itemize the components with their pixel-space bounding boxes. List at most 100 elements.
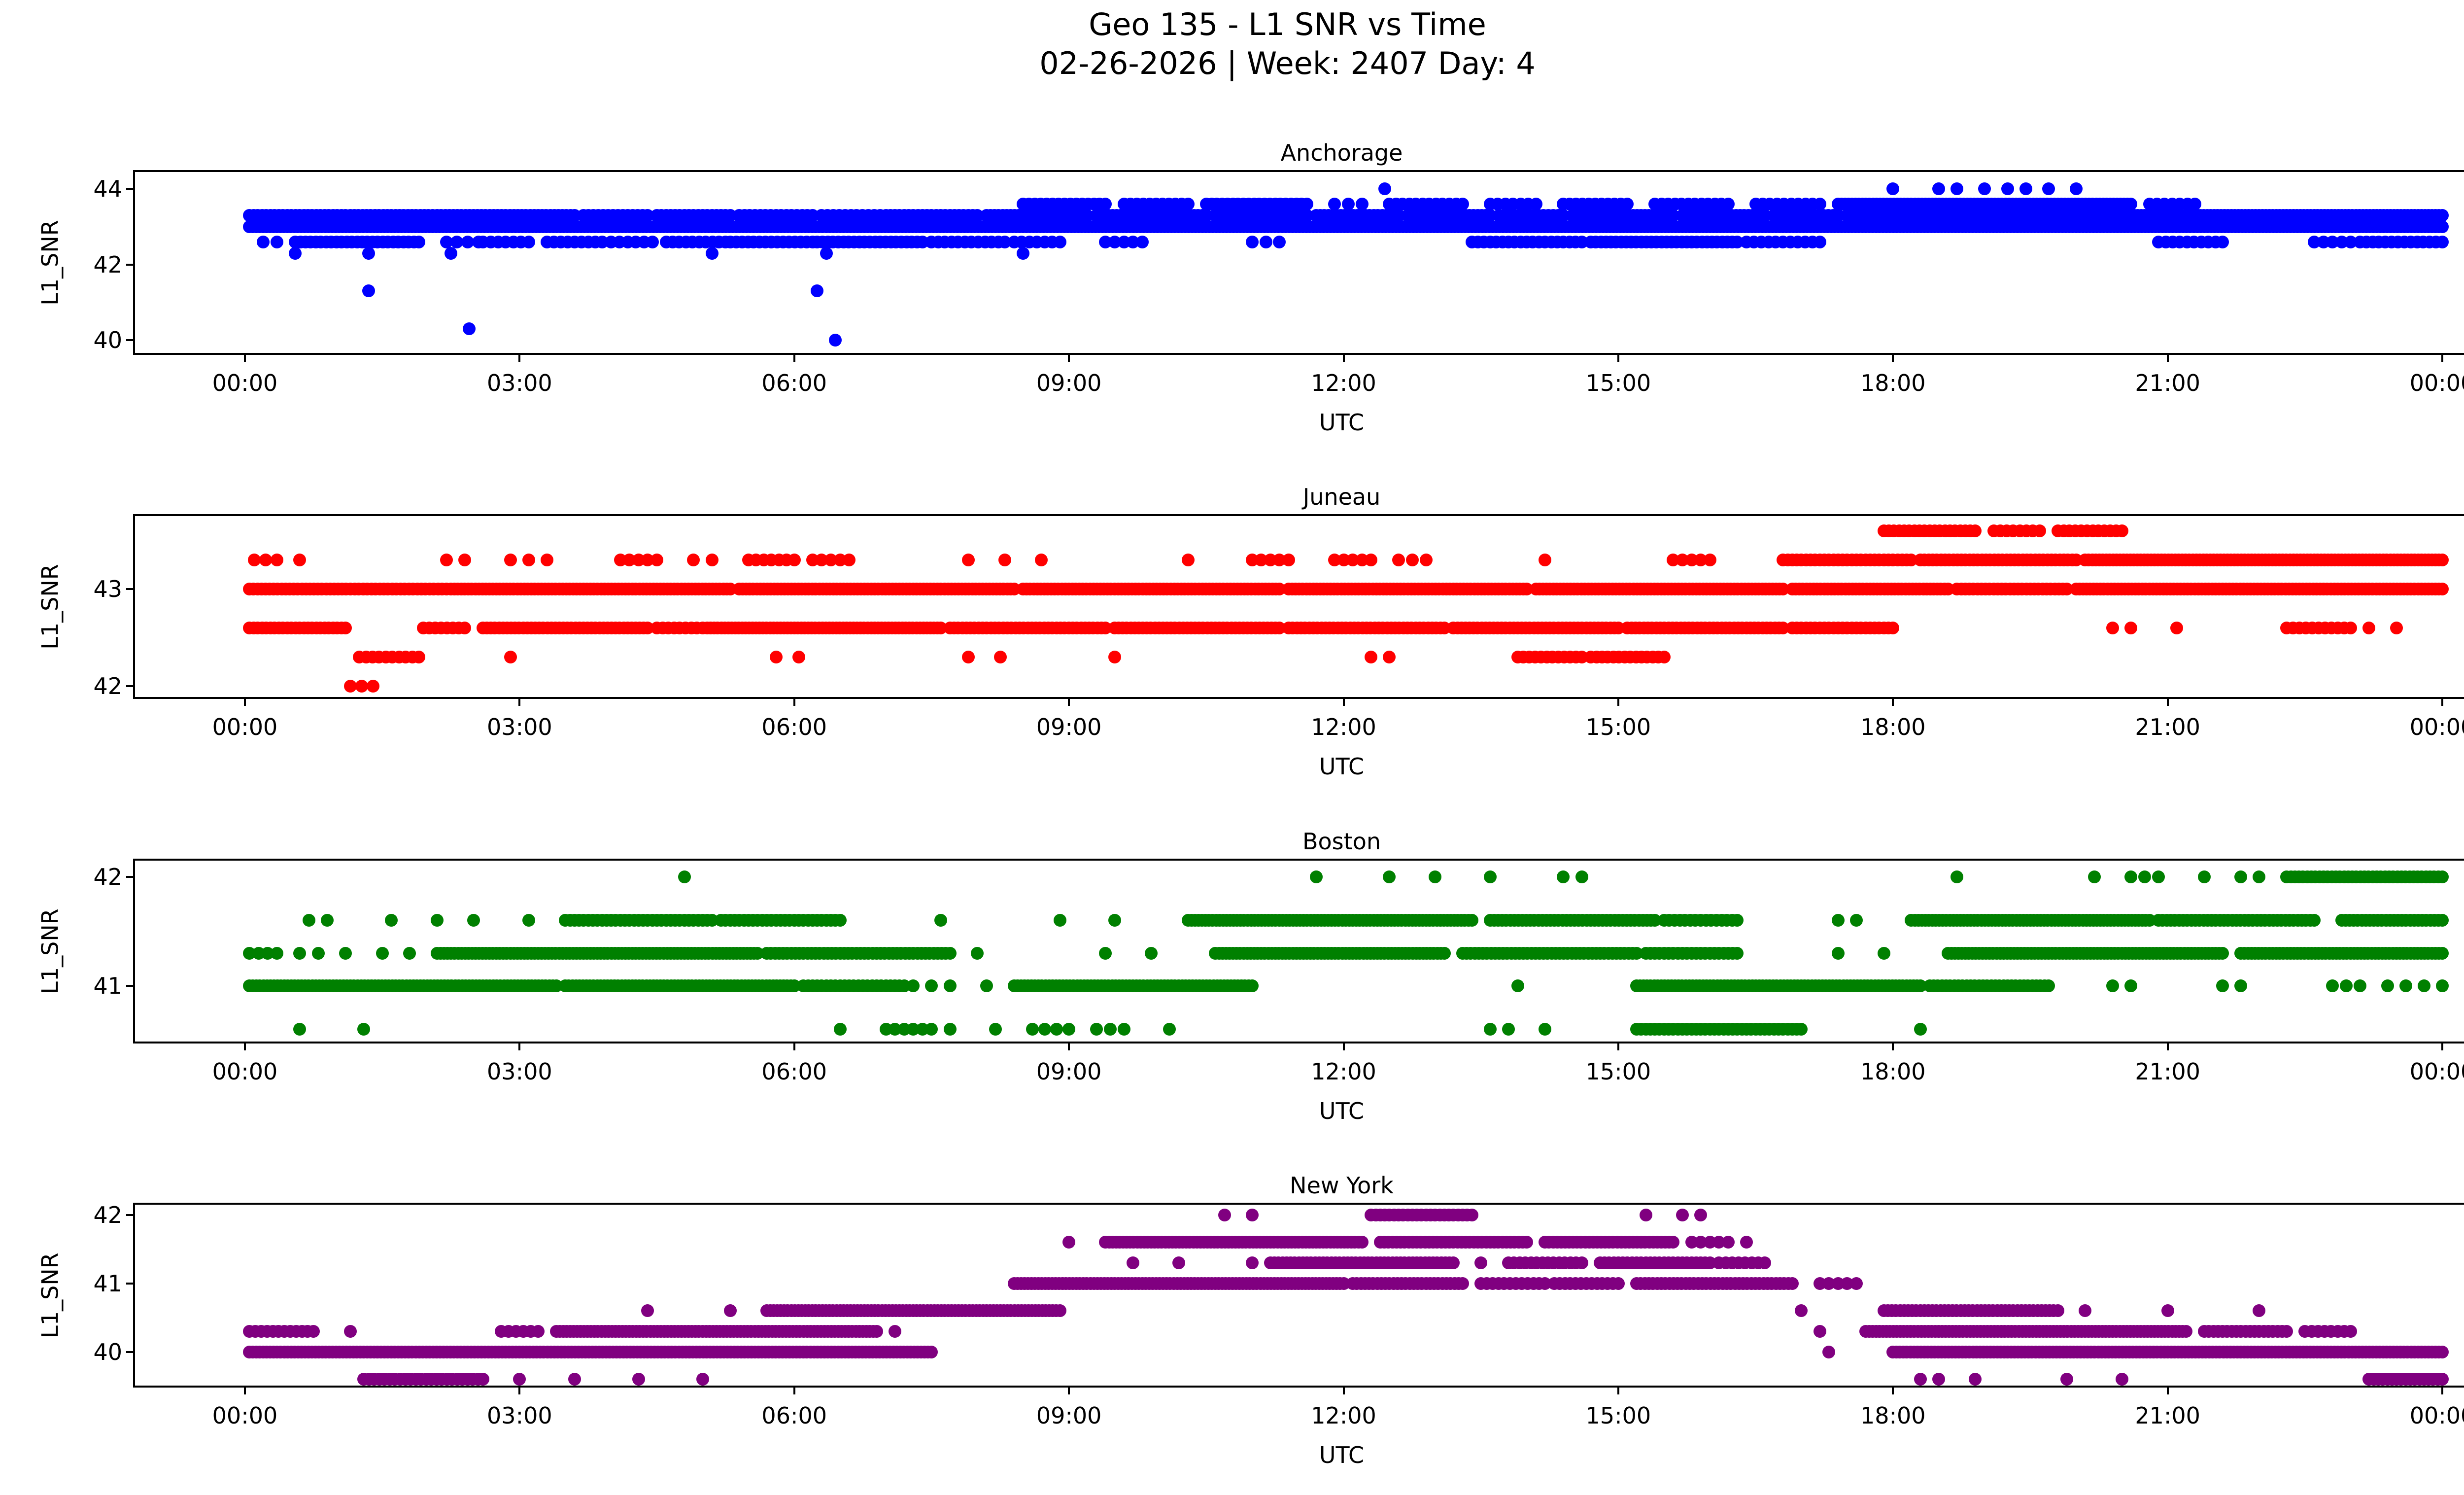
scatter-point bbox=[925, 1345, 938, 1358]
scatter-point bbox=[1969, 1373, 1982, 1386]
scatter-point bbox=[961, 651, 975, 664]
x-tick-mark bbox=[793, 1042, 795, 1050]
scatter-point bbox=[355, 680, 368, 693]
scatter-point bbox=[412, 651, 425, 664]
x-tick-mark bbox=[1068, 353, 1070, 362]
x-tick-mark bbox=[2166, 1042, 2169, 1050]
scatter-point bbox=[907, 979, 920, 992]
scatter-point bbox=[1365, 553, 1378, 566]
scatter-point bbox=[2152, 870, 2165, 884]
scatter-point bbox=[993, 651, 1007, 664]
x-tick-mark bbox=[518, 1042, 521, 1050]
x-tick-mark bbox=[243, 697, 246, 706]
scatter-point bbox=[1099, 946, 1112, 960]
scatter-point bbox=[2436, 946, 2449, 960]
scatter-point bbox=[2280, 1324, 2293, 1338]
x-tick-label: 21:00 bbox=[2135, 714, 2200, 740]
scatter-point bbox=[504, 553, 517, 566]
scatter-point bbox=[2381, 979, 2394, 992]
x-tick-label: 18:00 bbox=[1860, 370, 1926, 396]
scatter-point bbox=[1050, 1022, 1063, 1036]
scatter-point bbox=[2042, 182, 2055, 196]
scatter-point bbox=[2115, 524, 2128, 537]
y-tick-label: 42 bbox=[93, 673, 122, 700]
scatter-point bbox=[2124, 870, 2138, 884]
subplot-title-anchorage: Anchorage bbox=[1280, 139, 1403, 166]
scatter-point bbox=[1969, 524, 1982, 537]
plot-area-boston bbox=[135, 861, 2464, 1042]
scatter-point bbox=[1813, 235, 1826, 248]
scatter-point bbox=[343, 680, 357, 693]
x-tick-mark bbox=[518, 353, 521, 362]
axes-frame-new-york: 40 41 42 00:00 03:00 06:00 09:00 12:00 15:00 18:0… bbox=[93, 1202, 2464, 1429]
x-tick-label: 00:00 bbox=[212, 1058, 278, 1085]
scatter-point bbox=[2033, 524, 2046, 537]
x-tick-mark bbox=[1342, 1042, 1345, 1050]
scatter-point bbox=[792, 651, 806, 664]
x-tick-label: 09:00 bbox=[1036, 370, 1102, 396]
scatter-point bbox=[1813, 198, 1826, 211]
x-tick-mark bbox=[1068, 1042, 1070, 1050]
axes-frame-juneau: 42 43 00:00 03:00 06:00 09:00 12:00 15:00 18:00 2… bbox=[93, 514, 2464, 740]
x-tick-label: 12:00 bbox=[1311, 370, 1376, 396]
scatter-point bbox=[943, 979, 957, 992]
scatter-point bbox=[270, 235, 283, 248]
scatter-point bbox=[646, 235, 659, 248]
x-tick-label: 03:00 bbox=[487, 714, 552, 740]
scatter-point bbox=[1108, 651, 1121, 664]
scatter-point bbox=[1163, 1022, 1176, 1036]
suptitle-line-2: 02-26-2026 | Week: 2407 Day: 4 bbox=[1039, 45, 1536, 82]
scatter-point bbox=[2436, 553, 2449, 566]
subplot-juneau: Juneau L1_SNR UTC 42 43 00:00 03:00 06:00 09:… bbox=[37, 484, 2464, 780]
scatter-point bbox=[943, 946, 957, 960]
scatter-point bbox=[1117, 1022, 1130, 1036]
scatter-point bbox=[259, 553, 272, 566]
scatter-point bbox=[2399, 979, 2412, 992]
scatter-point bbox=[293, 946, 307, 960]
scatter-point bbox=[339, 946, 352, 960]
scatter-point bbox=[1053, 235, 1066, 248]
scatter-point bbox=[696, 1373, 709, 1386]
scatter-point bbox=[2353, 979, 2366, 992]
scatter-point bbox=[522, 235, 535, 248]
scatter-point bbox=[1932, 1373, 1946, 1386]
scatter-point bbox=[1951, 182, 1964, 196]
scatter-point bbox=[458, 553, 471, 566]
axes-frame-boston: 41 42 00:00 03:00 06:00 09:00 12:00 15:00 18:00 2… bbox=[93, 859, 2464, 1085]
scatter-point bbox=[321, 914, 334, 927]
x-tick-label: 00:00 bbox=[2409, 1058, 2464, 1085]
plot-area-new-york bbox=[135, 1205, 2464, 1386]
scatter-point bbox=[270, 553, 283, 566]
scatter-point bbox=[2115, 1373, 2128, 1386]
scatter-point bbox=[1813, 1324, 1826, 1338]
scatter-point bbox=[403, 946, 416, 960]
x-tick-label: 15:00 bbox=[1585, 1058, 1651, 1085]
scatter-point bbox=[257, 235, 270, 248]
scatter-point bbox=[343, 1324, 357, 1338]
scatter-point bbox=[820, 246, 833, 260]
scatter-point bbox=[833, 1022, 847, 1036]
scatter-point bbox=[1099, 198, 1112, 211]
scatter-point bbox=[293, 1022, 307, 1036]
scatter-point bbox=[1511, 979, 1524, 992]
subplot-new-york: New York L1_SNR UTC 40 41 42 00:00 03:00 06:0… bbox=[37, 1172, 2464, 1468]
scatter-point bbox=[1951, 870, 1964, 884]
scatter-point bbox=[889, 1324, 902, 1338]
scatter-point bbox=[2042, 979, 2055, 992]
x-tick-mark bbox=[2441, 1042, 2444, 1050]
scatter-point bbox=[1053, 914, 1066, 927]
scatter-point bbox=[1822, 1345, 1836, 1358]
scatter-point bbox=[568, 1373, 581, 1386]
x-tick-label: 03:00 bbox=[487, 370, 552, 396]
x-axis-label-new-york: UTC bbox=[1319, 1442, 1365, 1468]
scatter-point bbox=[1328, 198, 1341, 211]
x-tick-label: 18:00 bbox=[1860, 1058, 1926, 1085]
scatter-point bbox=[1877, 946, 1890, 960]
scatter-point bbox=[412, 235, 425, 248]
scatter-point bbox=[2179, 1324, 2192, 1338]
scatter-point bbox=[1245, 979, 1259, 992]
y-tick-label: 44 bbox=[93, 175, 122, 203]
scatter-point bbox=[467, 914, 480, 927]
scatter-point bbox=[1429, 870, 1442, 884]
scatter-point bbox=[385, 914, 398, 927]
